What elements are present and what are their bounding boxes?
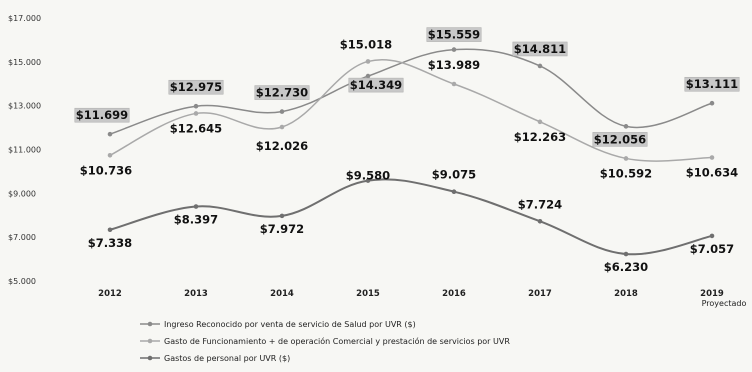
data-label-personal: $9.075 — [432, 168, 476, 182]
legend-entry-ingreso: Ingreso Reconocido por venta de servicio… — [164, 320, 416, 329]
data-label-ingreso: $11.699 — [76, 108, 128, 122]
data-point-personal — [107, 227, 113, 233]
data-point-personal — [623, 251, 629, 257]
x-axis: 2012 2013 2014 2015 2016 2017 2018 2019Proyecta… — [98, 289, 746, 308]
data-label-funcionamiento: $15.018 — [340, 37, 392, 51]
series-line-ingreso — [109, 48, 713, 135]
data-point-funcionamiento — [623, 156, 629, 161]
legend-swatch-marker — [147, 338, 153, 344]
data-label-funcionamiento: $12.645 — [170, 121, 222, 135]
series-line-personal — [109, 178, 713, 256]
data-label-ingreso: $12.056 — [594, 132, 646, 146]
data-label-ingreso: $13.111 — [686, 77, 738, 91]
x-tick-label: 2015 — [356, 289, 380, 299]
data-point-personal — [193, 204, 199, 209]
x-tick-label: 2017 — [528, 289, 552, 299]
data-point-personal — [537, 218, 543, 224]
data-label-box — [348, 77, 404, 93]
legend-swatch-marker — [147, 321, 153, 327]
data-point-ingreso — [537, 63, 543, 69]
y-axis: $17.000 $15.000 $13.000 $11.000 $9.000 $7.000… — [8, 14, 41, 286]
data-label-personal: $6.230 — [604, 260, 648, 274]
y-tick-label: $13.000 — [8, 102, 41, 111]
data-label-personal: $8.397 — [174, 213, 218, 227]
data-point-ingreso — [709, 100, 715, 106]
data-label-funcionamiento: $12.263 — [514, 130, 566, 144]
data-point-funcionamiento — [451, 81, 457, 87]
data-point-funcionamiento — [279, 124, 285, 130]
y-tick-label: $15.000 — [8, 58, 41, 67]
data-point-personal — [709, 233, 715, 239]
data-label-funcionamiento: $12.026 — [256, 139, 308, 153]
y-tick-label: $7.000 — [8, 233, 36, 242]
data-label-personal: $7.338 — [88, 236, 132, 250]
data-point-funcionamiento — [709, 155, 715, 160]
data-point-funcionamiento — [193, 111, 199, 116]
data-label-box — [592, 132, 648, 147]
data-label-box — [512, 41, 568, 57]
data-label-ingreso: $14.349 — [350, 78, 402, 92]
data-point-funcionamiento — [537, 119, 543, 125]
x-tick-label: 2018 — [614, 289, 638, 299]
data-label-ingreso: $12.730 — [256, 86, 308, 100]
y-tick-label: $5.000 — [8, 277, 36, 286]
data-point-ingreso — [193, 103, 199, 109]
data-point-ingreso — [451, 47, 457, 52]
y-tick-label: $17.000 — [8, 14, 41, 23]
y-tick-label: $9.000 — [8, 189, 36, 198]
legend-swatch-marker — [147, 355, 153, 361]
data-label-personal: $7.057 — [690, 242, 734, 256]
data-label-box — [426, 27, 482, 42]
x-tick-sublabel: Proyectado — [702, 299, 747, 308]
data-label-box — [168, 79, 224, 95]
series-line-funcionamiento — [109, 59, 713, 162]
legend-entry-personal: Gastos de personal por UVR ($) — [164, 354, 290, 363]
x-tick-label: 2019 — [700, 289, 724, 299]
x-tick-label: 2016 — [442, 289, 466, 299]
data-label-personal: $9.580 — [346, 169, 390, 183]
legend-entry-funcionamiento: Gasto de Funcionamiento + de operación C… — [164, 336, 510, 346]
series-lines — [109, 48, 713, 256]
data-point-ingreso — [279, 109, 285, 114]
data-label-ingreso: $15.559 — [428, 28, 480, 42]
data-labels: $11.699 $12.975 $12.730 $14.349 $15.559 $14.8… — [74, 27, 740, 274]
data-point-funcionamiento — [107, 152, 113, 158]
data-label-box — [74, 107, 130, 123]
x-tick-label: 2014 — [270, 289, 294, 299]
data-point-personal — [451, 189, 457, 194]
y-tick-label: $11.000 — [8, 146, 41, 155]
data-label-funcionamiento: $10.736 — [80, 163, 132, 177]
data-label-ingreso: $12.975 — [170, 80, 222, 94]
data-point-personal — [365, 178, 371, 183]
data-label-box — [684, 76, 740, 92]
data-point-ingreso — [107, 131, 113, 137]
data-label-personal: $7.724 — [518, 197, 562, 211]
data-point-ingreso — [365, 73, 371, 79]
data-point-funcionamiento — [365, 59, 371, 64]
data-point-personal — [279, 213, 285, 219]
series-points — [107, 47, 715, 257]
data-label-funcionamiento: $10.592 — [600, 166, 652, 180]
x-tick-label: 2012 — [98, 289, 122, 299]
data-label-funcionamiento: $13.989 — [428, 58, 480, 72]
data-label-funcionamiento: $10.634 — [686, 166, 738, 180]
x-tick-label: 2013 — [184, 289, 208, 299]
data-point-ingreso — [623, 124, 629, 129]
data-label-personal: $7.972 — [260, 222, 304, 236]
legend: Ingreso Reconocido por venta de servicio… — [140, 320, 510, 363]
data-label-box — [254, 85, 310, 100]
data-label-ingreso: $14.811 — [514, 42, 566, 56]
